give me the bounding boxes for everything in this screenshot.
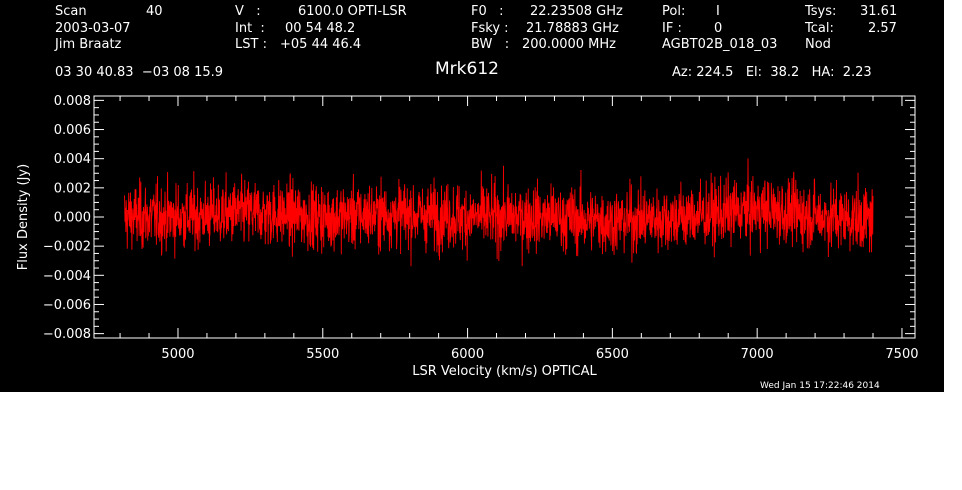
- spectrum-chart: 5000 5500 6000 6500 7000 7500 0.008 0.006 0.004 0…: [16, 94, 919, 379]
- plot-timestamp: Wed Jan 15 17:22:46 2014: [760, 381, 880, 391]
- chart-title: Mrk612: [435, 59, 499, 79]
- obs-date: 2003-03-07: [55, 21, 131, 36]
- x-axis-label: LSR Velocity (km/s) OPTICAL: [412, 364, 597, 379]
- x-tick-label: 6000: [451, 347, 484, 362]
- y-tick-label: 0.000: [54, 211, 91, 226]
- tcal-label: Tcal:: [805, 21, 834, 36]
- pol-value: I: [716, 4, 720, 19]
- y-tick-label: −0.004: [43, 269, 91, 284]
- y-tick-label: −0.008: [43, 327, 91, 342]
- f0-label: F0 :: [471, 4, 504, 19]
- pol-label: Pol:: [662, 4, 686, 19]
- plot-panel: Scan 40 2003-03-07 Jim Braatz V : 6100.0…: [0, 0, 944, 392]
- scan-value: 40: [146, 4, 163, 19]
- int-value: 00 54 48.2: [285, 21, 356, 36]
- fsky-label: Fsky :: [471, 21, 509, 36]
- bw-label: BW :: [471, 37, 510, 52]
- y-tick-label: 0.006: [54, 123, 91, 138]
- tsys-value: 31.61: [860, 4, 898, 19]
- f0-value: 22.23508 GHz: [530, 4, 623, 19]
- source-coords: 03 30 40.83 −03 08 15.9: [55, 65, 224, 80]
- x-tick-label: 6500: [596, 347, 629, 362]
- tcal-value: 2.57: [868, 21, 897, 36]
- obs-mode: Nod: [805, 37, 831, 52]
- bw-value: 200.0000 MHz: [522, 37, 616, 52]
- y-tick-label: −0.006: [43, 298, 91, 313]
- lst-value: +05 44 46.4: [280, 37, 362, 52]
- fsky-value: 21.78883 GHz: [526, 21, 619, 36]
- x-tick-label: 7000: [741, 347, 774, 362]
- velocity-label: V :: [235, 4, 261, 19]
- spectrum-trace: [123, 158, 874, 267]
- int-label: Int :: [235, 21, 265, 36]
- y-tick-label: 0.004: [54, 152, 91, 167]
- x-tick-label: 5500: [306, 347, 339, 362]
- x-tick-label: 5000: [161, 347, 194, 362]
- x-tick-label: 7500: [885, 347, 918, 362]
- scan-label: Scan: [55, 4, 87, 19]
- if-label: IF :: [662, 21, 682, 36]
- if-value: 0: [714, 21, 723, 36]
- observer: Jim Braatz: [55, 37, 122, 52]
- y-tick-label: 0.008: [54, 94, 91, 109]
- az-el-ha: Az: 224.5 El: 38.2 HA: 2.23: [672, 65, 872, 80]
- project-id: AGBT02B_018_03: [662, 37, 778, 52]
- y-tick-label: −0.002: [43, 240, 91, 255]
- tsys-label: Tsys:: [805, 4, 837, 19]
- velocity-value: 6100.0 OPTI-LSR: [298, 4, 407, 19]
- lst-label: LST :: [235, 37, 267, 52]
- y-tick-label: 0.002: [54, 181, 91, 196]
- y-axis-label: Flux Density (Jy): [16, 164, 31, 270]
